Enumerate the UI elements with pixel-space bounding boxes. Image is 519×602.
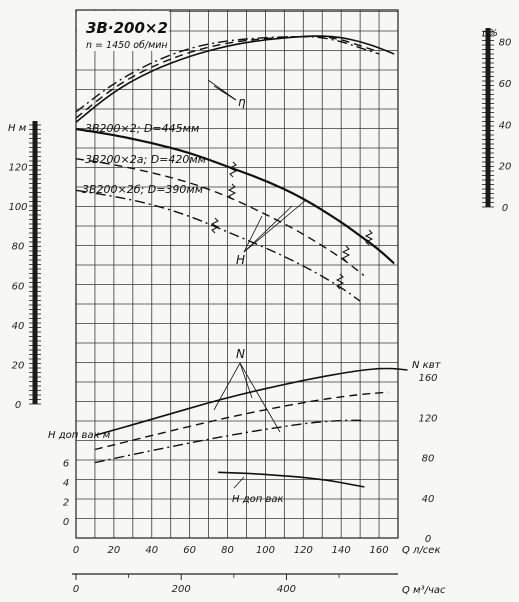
hdop-axis-label: H доп вак м [48,430,111,441]
plot-frame [75,9,399,539]
n-leader [213,362,241,411]
curve-break-mark [228,161,238,178]
n-tick-label: 120 [418,413,437,424]
chart-curves [75,35,408,488]
n-leader [239,362,281,433]
eta-tick-label: 0 [502,203,508,214]
eta-leader [219,89,237,101]
x2-tick-label: 400 [277,584,296,595]
series-h-solid [75,127,395,265]
x2-tick-label: 200 [172,584,191,595]
series-h-dashdot [75,189,361,302]
x-tick-label: 40 [145,545,158,556]
h-scale-bar [32,121,38,404]
x-tick-label: 60 [183,545,196,556]
eta-scale-bar [485,28,491,207]
h-series-label: 3В200×2а; D=420мм [85,153,206,166]
eta-annotation: η [238,95,246,109]
n-leader [239,362,253,399]
h-axis-label: H м [8,123,27,134]
chart-subtitle: n = 1450 об/мин [86,40,168,51]
n-axis-label: N квт [412,360,442,371]
h-tick-label: 120 [8,163,27,174]
x2-axis-label: Q м³/час [402,585,446,596]
x-axis-label: Q л/сек [402,545,441,556]
chart-grid [75,9,399,539]
x-tick-label: 160 [370,545,389,556]
x-tick-label: 120 [294,545,313,556]
h-tick-label: 100 [8,202,27,213]
hdop-tick-label: 0 [63,517,69,528]
curve-break-mark [210,217,220,234]
h-tick-label: 40 [12,321,25,332]
h-series-label: 3В200×2; D=445мм [85,122,199,135]
n-tick-label: 80 [422,454,435,465]
series-h-dashed [75,158,365,277]
h-series-label: 3В200×2б; D=390мм [82,183,203,196]
h-tick-label: 60 [12,281,25,292]
series-hdop-solid [218,471,365,488]
hdop-tick-label: 4 [63,478,69,489]
series-eta-dashdot [75,35,380,113]
hdop-annotation: H доп вак [232,494,284,505]
hdop-tick-label: 2 [63,498,69,509]
chart-title: 3В·200×2 [86,19,168,37]
x-tick-label: 140 [332,545,351,556]
curve-break-mark [341,245,351,262]
eta-tick-label: 40 [499,120,512,131]
curve-break-mark [335,273,345,290]
eta-tick-label: 60 [499,79,512,90]
h-tick-label: 0 [15,400,21,411]
chart-labels: 3В·200×2 n = 1450 об/мин 3В200×2; D=445мм 3… [77,11,374,505]
x2-tick-label: 0 [73,584,79,595]
eta-tick-label: 80 [499,38,512,49]
n-annotation: N [236,347,245,361]
hdop-leader [233,476,245,489]
h-tick-label: 20 [12,360,25,371]
eta-tick-label: 20 [499,162,512,173]
h-annotation: H [236,253,245,267]
x-tick-label: 80 [221,545,234,556]
h-tick-label: 80 [12,242,25,253]
series-n-solid [94,367,408,437]
n-tick-label: 0 [425,534,431,545]
h-leader [243,199,307,253]
h-leader [243,205,293,253]
x-tick-label: 20 [108,545,121,556]
series-n-dashed [94,391,389,451]
title-box [77,11,169,51]
curve-break-mark [364,229,374,246]
eta-axis-label: η% [482,28,498,39]
curve-break-mark [227,183,237,200]
n-tick-label: 40 [422,494,435,505]
n-tick-label: 160 [418,373,437,384]
x-tick-label: 0 [73,545,79,556]
x-tick-label: 100 [256,545,275,556]
hdop-tick-label: 6 [63,459,69,470]
series-n-dashdot [94,419,364,464]
series-eta-dashed [75,35,380,119]
h-leader [243,215,263,253]
